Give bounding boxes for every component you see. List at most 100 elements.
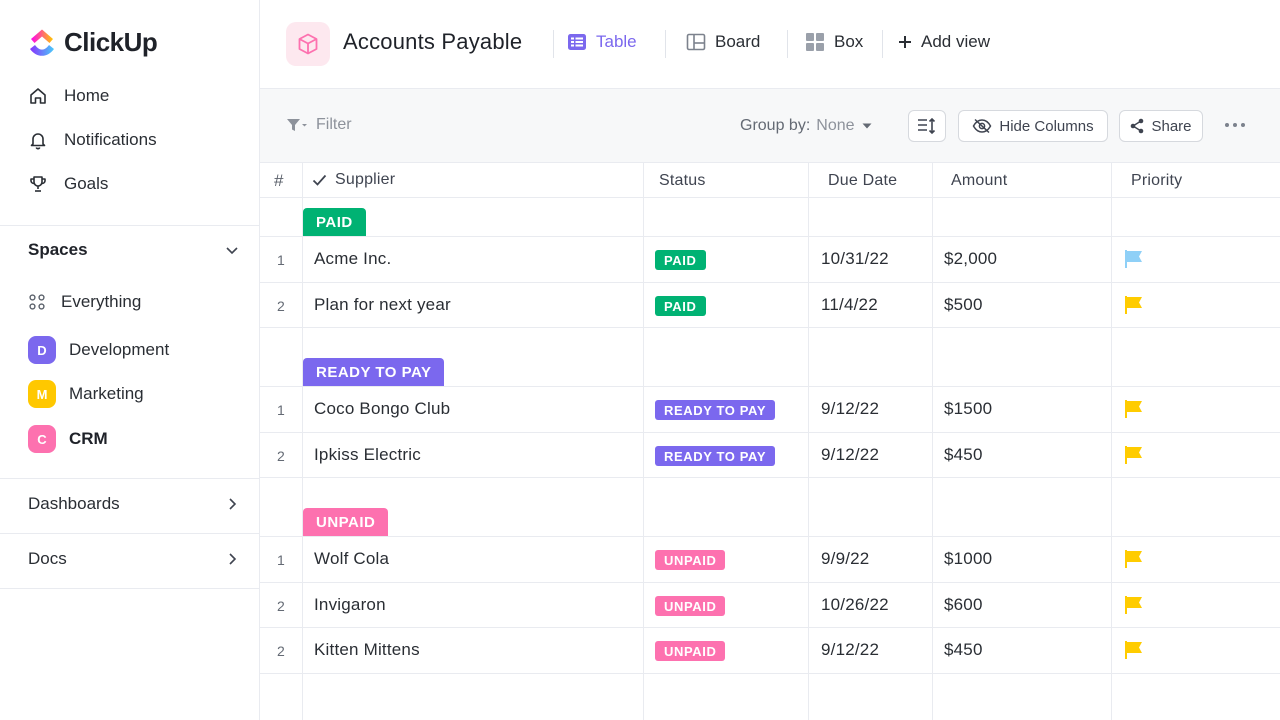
share-icon xyxy=(1131,118,1144,134)
group-header-paid[interactable]: PAID xyxy=(303,208,366,237)
row-divider xyxy=(260,477,1280,478)
column-header-number[interactable]: # xyxy=(274,171,284,190)
column-header-status[interactable]: Status xyxy=(659,172,706,189)
group-by-label: Group by: xyxy=(740,117,811,134)
chevron-down-icon[interactable] xyxy=(224,242,240,258)
nav-goals[interactable]: Goals xyxy=(28,174,108,194)
trophy-icon xyxy=(30,176,46,192)
priority-flag-icon[interactable] xyxy=(1124,549,1144,569)
supplier-cell[interactable]: Coco Bongo Club xyxy=(314,399,451,418)
due-date-cell[interactable]: 9/12/22 xyxy=(821,399,880,418)
add-view-button[interactable]: Add view xyxy=(898,32,990,52)
amount-cell[interactable]: $1000 xyxy=(944,549,993,568)
filter-label: Filter xyxy=(316,116,352,133)
row-number: 1 xyxy=(277,552,285,568)
space-avatar: M xyxy=(28,380,56,408)
due-date-cell[interactable]: 9/12/22 xyxy=(821,445,880,464)
table-row[interactable]: 2 Invigaron UNPAID 10/26/22 $600 xyxy=(260,583,1280,628)
nav-home[interactable]: Home xyxy=(28,86,109,106)
table-row[interactable]: 2 Ipkiss Electric READY TO PAY 9/12/22 $… xyxy=(260,433,1280,478)
page-title: Accounts Payable xyxy=(343,29,523,54)
table-row[interactable]: 1 Wolf Cola UNPAID 9/9/22 $1000 xyxy=(260,537,1280,582)
tab-board-label: Board xyxy=(715,32,761,51)
space-development[interactable]: D Development xyxy=(28,336,169,364)
amount-cell[interactable]: $450 xyxy=(944,640,983,659)
table-row[interactable]: 2 Plan for next year PAID 11/4/22 $500 xyxy=(260,283,1280,328)
status-badge[interactable]: UNPAID xyxy=(655,641,726,661)
amount-cell[interactable]: $500 xyxy=(944,295,983,314)
hide-columns-button[interactable]: Hide Columns xyxy=(958,110,1108,142)
tab-table[interactable]: Table xyxy=(567,32,637,52)
due-date-cell[interactable]: 10/31/22 xyxy=(821,249,889,268)
column-header-priority[interactable]: Priority xyxy=(1131,172,1183,189)
tab-box[interactable]: Box xyxy=(805,32,863,52)
column-header-supplier[interactable]: Supplier xyxy=(335,171,396,188)
space-everything-label: Everything xyxy=(61,292,142,311)
group-header-ready-to-pay[interactable]: READY TO PAY xyxy=(303,358,445,387)
eye-off-icon xyxy=(973,118,992,134)
box-icon xyxy=(806,33,824,51)
status-badge[interactable]: PAID xyxy=(655,296,706,316)
column-header-amount[interactable]: Amount xyxy=(951,172,1008,189)
priority-flag-icon[interactable] xyxy=(1124,640,1144,660)
table-row[interactable]: 2 Kitten Mittens UNPAID 9/12/22 $450 xyxy=(260,628,1280,673)
priority-flag-icon[interactable] xyxy=(1124,595,1144,615)
supplier-cell[interactable]: Ipkiss Electric xyxy=(314,445,421,464)
space-everything[interactable]: Everything xyxy=(28,292,141,312)
row-divider xyxy=(260,432,1280,433)
nav-notifications[interactable]: Notifications xyxy=(28,130,157,150)
tab-board[interactable]: Board xyxy=(686,32,760,52)
row-divider xyxy=(260,582,1280,583)
accounts-table: # Supplier Status Due Date Amount Priori… xyxy=(260,163,1280,720)
column-header-due-date[interactable]: Due Date xyxy=(828,172,898,189)
sidebar-docs[interactable]: Docs xyxy=(28,549,240,569)
due-date-cell[interactable]: 11/4/22 xyxy=(821,295,878,314)
space-avatar: D xyxy=(28,336,56,364)
status-badge[interactable]: PAID xyxy=(655,250,706,270)
supplier-cell[interactable]: Kitten Mittens xyxy=(314,640,420,659)
due-date-cell[interactable]: 9/12/22 xyxy=(821,640,880,659)
space-marketing[interactable]: M Marketing xyxy=(28,380,144,408)
amount-cell[interactable]: $1500 xyxy=(944,399,993,418)
nav-notifications-label: Notifications xyxy=(64,130,157,149)
status-badge[interactable]: READY TO PAY xyxy=(655,400,776,420)
more-options-icon[interactable] xyxy=(1225,123,1245,127)
amount-cell[interactable]: $2,000 xyxy=(944,249,998,268)
sort-icon xyxy=(918,117,936,135)
group-header-unpaid[interactable]: UNPAID xyxy=(303,508,389,537)
priority-flag-icon[interactable] xyxy=(1124,249,1144,269)
sort-button[interactable] xyxy=(908,110,946,142)
priority-flag-icon[interactable] xyxy=(1124,295,1144,315)
group-by-dropdown[interactable]: Group by: None xyxy=(740,117,873,135)
supplier-cell[interactable]: Wolf Cola xyxy=(314,549,390,568)
spaces-header[interactable]: Spaces xyxy=(28,240,240,260)
caret-down-icon xyxy=(862,123,872,129)
space-label: CRM xyxy=(69,429,108,448)
sidebar-dashboards[interactable]: Dashboards xyxy=(28,494,240,514)
share-button[interactable]: Share xyxy=(1119,110,1203,142)
due-date-cell[interactable]: 9/9/22 xyxy=(821,549,870,568)
table-row[interactable]: 1 Acme Inc. PAID 10/31/22 $2,000 xyxy=(260,237,1280,282)
supplier-cell[interactable]: Plan for next year xyxy=(314,295,451,314)
table-row[interactable]: 1 Coco Bongo Club READY TO PAY 9/12/22 $… xyxy=(260,387,1280,432)
tab-box-label: Box xyxy=(834,32,864,51)
amount-cell[interactable]: $600 xyxy=(944,595,983,614)
plus-icon xyxy=(899,36,911,48)
due-date-cell[interactable]: 10/26/22 xyxy=(821,595,889,614)
add-view-label: Add view xyxy=(921,32,990,51)
priority-flag-icon[interactable] xyxy=(1124,399,1144,419)
space-label: Development xyxy=(69,340,170,359)
space-crm[interactable]: C CRM xyxy=(28,425,108,453)
supplier-cell[interactable]: Acme Inc. xyxy=(314,249,392,268)
app-name: ClickUp xyxy=(64,27,158,57)
status-badge[interactable]: UNPAID xyxy=(655,550,726,570)
amount-cell[interactable]: $450 xyxy=(944,445,983,464)
row-divider xyxy=(260,673,1280,674)
space-label: Marketing xyxy=(69,384,144,403)
clickup-logo[interactable]: ClickUp xyxy=(28,27,158,58)
status-badge[interactable]: READY TO PAY xyxy=(655,446,776,466)
status-badge[interactable]: UNPAID xyxy=(655,596,726,616)
filter-button[interactable]: Filter xyxy=(286,116,352,134)
supplier-cell[interactable]: Invigaron xyxy=(314,595,386,614)
priority-flag-icon[interactable] xyxy=(1124,445,1144,465)
